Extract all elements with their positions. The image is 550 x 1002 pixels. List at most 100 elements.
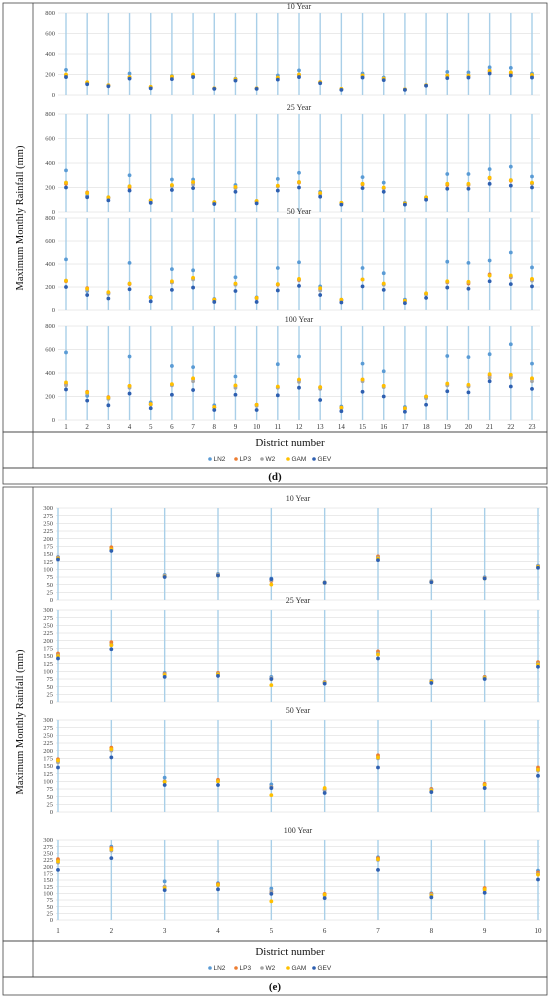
point-gam <box>64 278 68 283</box>
point-gam <box>487 372 492 377</box>
y-tick-label: 225 <box>43 857 53 864</box>
point-ln2 <box>466 260 471 265</box>
y-tick-label: 225 <box>43 630 53 637</box>
y-tick-label: 300 <box>43 607 53 614</box>
point-gev <box>339 202 344 207</box>
point-gam <box>297 277 301 281</box>
point-gev <box>106 84 111 89</box>
point-gev <box>487 71 492 76</box>
y-tick-label: 0 <box>50 699 53 706</box>
y-tick-label: 200 <box>45 72 55 79</box>
point-gam <box>212 405 217 409</box>
panel-0-2: 50 Year 0 200 400 600 800 <box>45 207 540 314</box>
legend-label-w2: W2 <box>266 456 276 463</box>
point-gev <box>322 681 327 686</box>
point-gev <box>424 296 428 300</box>
point-gev <box>376 558 380 563</box>
point-gev <box>322 896 327 901</box>
figure-frame-e: (e) <box>2 486 548 996</box>
point-gev <box>403 409 407 414</box>
point-gam <box>162 780 167 784</box>
legend-marker-gam <box>286 966 290 970</box>
y-tick-label: 0 <box>52 307 55 314</box>
point-gam <box>360 377 365 382</box>
y-tick-label: 250 <box>43 521 53 528</box>
point-gam <box>106 195 111 200</box>
point-gam <box>360 277 365 282</box>
legend-marker-gam <box>286 457 290 461</box>
point-gam <box>424 394 428 399</box>
point-gev <box>530 284 534 289</box>
point-gev <box>233 78 238 83</box>
legend-marker-gev <box>312 457 316 461</box>
y-tick-label: 125 <box>43 771 53 778</box>
x-tick-label: 11 <box>274 423 281 431</box>
y-tick-label: 125 <box>43 559 53 566</box>
point-gam <box>109 747 114 752</box>
point-gev <box>530 386 534 391</box>
point-gam <box>530 376 534 381</box>
panel-title: 25 Year <box>287 103 312 112</box>
y-tick-label: 200 <box>45 284 55 291</box>
point-gev <box>109 647 114 652</box>
point-gev <box>191 285 195 290</box>
x-tick-label: 21 <box>486 423 494 431</box>
point-gam <box>148 402 153 407</box>
point-gam <box>85 191 90 195</box>
legend-marker-w2 <box>260 966 264 970</box>
point-ln2 <box>466 172 471 176</box>
point-gam <box>216 882 220 887</box>
point-gam <box>109 847 114 852</box>
point-gev <box>212 408 217 412</box>
point-ln2 <box>508 250 513 255</box>
legend-d: LN2 LP3 W2 GAM GEV <box>208 456 332 463</box>
y-tick-label: 275 <box>43 513 53 520</box>
y-tick-label: 25 <box>47 590 54 597</box>
point-gam <box>191 376 195 381</box>
point-gev <box>275 77 280 82</box>
point-gam <box>487 175 492 180</box>
panel-0-0: 10 Year 0 200 400 600 800 <box>45 2 540 99</box>
point-gev <box>269 577 274 582</box>
point-gev <box>64 285 68 289</box>
point-gev <box>297 385 301 390</box>
point-gev <box>148 200 153 205</box>
point-gev <box>381 189 386 194</box>
point-gev <box>339 300 344 305</box>
point-gam <box>322 786 327 790</box>
y-tick-label: 225 <box>43 528 53 535</box>
point-gam <box>508 70 513 75</box>
point-gev <box>148 299 153 304</box>
point-gam <box>376 652 380 657</box>
point-ln2 <box>275 266 280 270</box>
point-gev <box>127 76 132 81</box>
point-gev <box>170 77 174 82</box>
legend-marker-lp3 <box>234 457 238 461</box>
y-tick-label: 800 <box>45 10 55 17</box>
point-gev <box>403 202 407 207</box>
point-gam <box>85 390 90 395</box>
y-tick-label: 150 <box>43 877 53 884</box>
point-gam <box>376 857 380 862</box>
y-tick-label: 100 <box>43 891 53 898</box>
x-tick-label: 16 <box>380 423 388 431</box>
point-ln2 <box>64 168 68 173</box>
y-tick-label: 0 <box>52 209 55 216</box>
point-gev <box>216 887 220 892</box>
point-gev <box>429 895 434 900</box>
point-ln2 <box>466 355 471 360</box>
point-ln2 <box>64 67 68 72</box>
point-gev <box>216 783 220 787</box>
y-tick-label: 600 <box>45 347 55 354</box>
point-gev <box>56 867 60 872</box>
y-tick-label: 800 <box>45 111 55 118</box>
point-gam <box>275 282 280 287</box>
point-gam <box>269 793 274 798</box>
point-gam <box>148 295 153 300</box>
point-gev <box>56 557 60 562</box>
point-gam <box>487 273 492 278</box>
y-axis-label-e: Maximum Monthly Rainfall (mm) <box>15 649 26 794</box>
x-tick-label: 4 <box>216 927 220 935</box>
y-tick-label: 75 <box>47 574 54 581</box>
point-gam <box>530 180 534 185</box>
